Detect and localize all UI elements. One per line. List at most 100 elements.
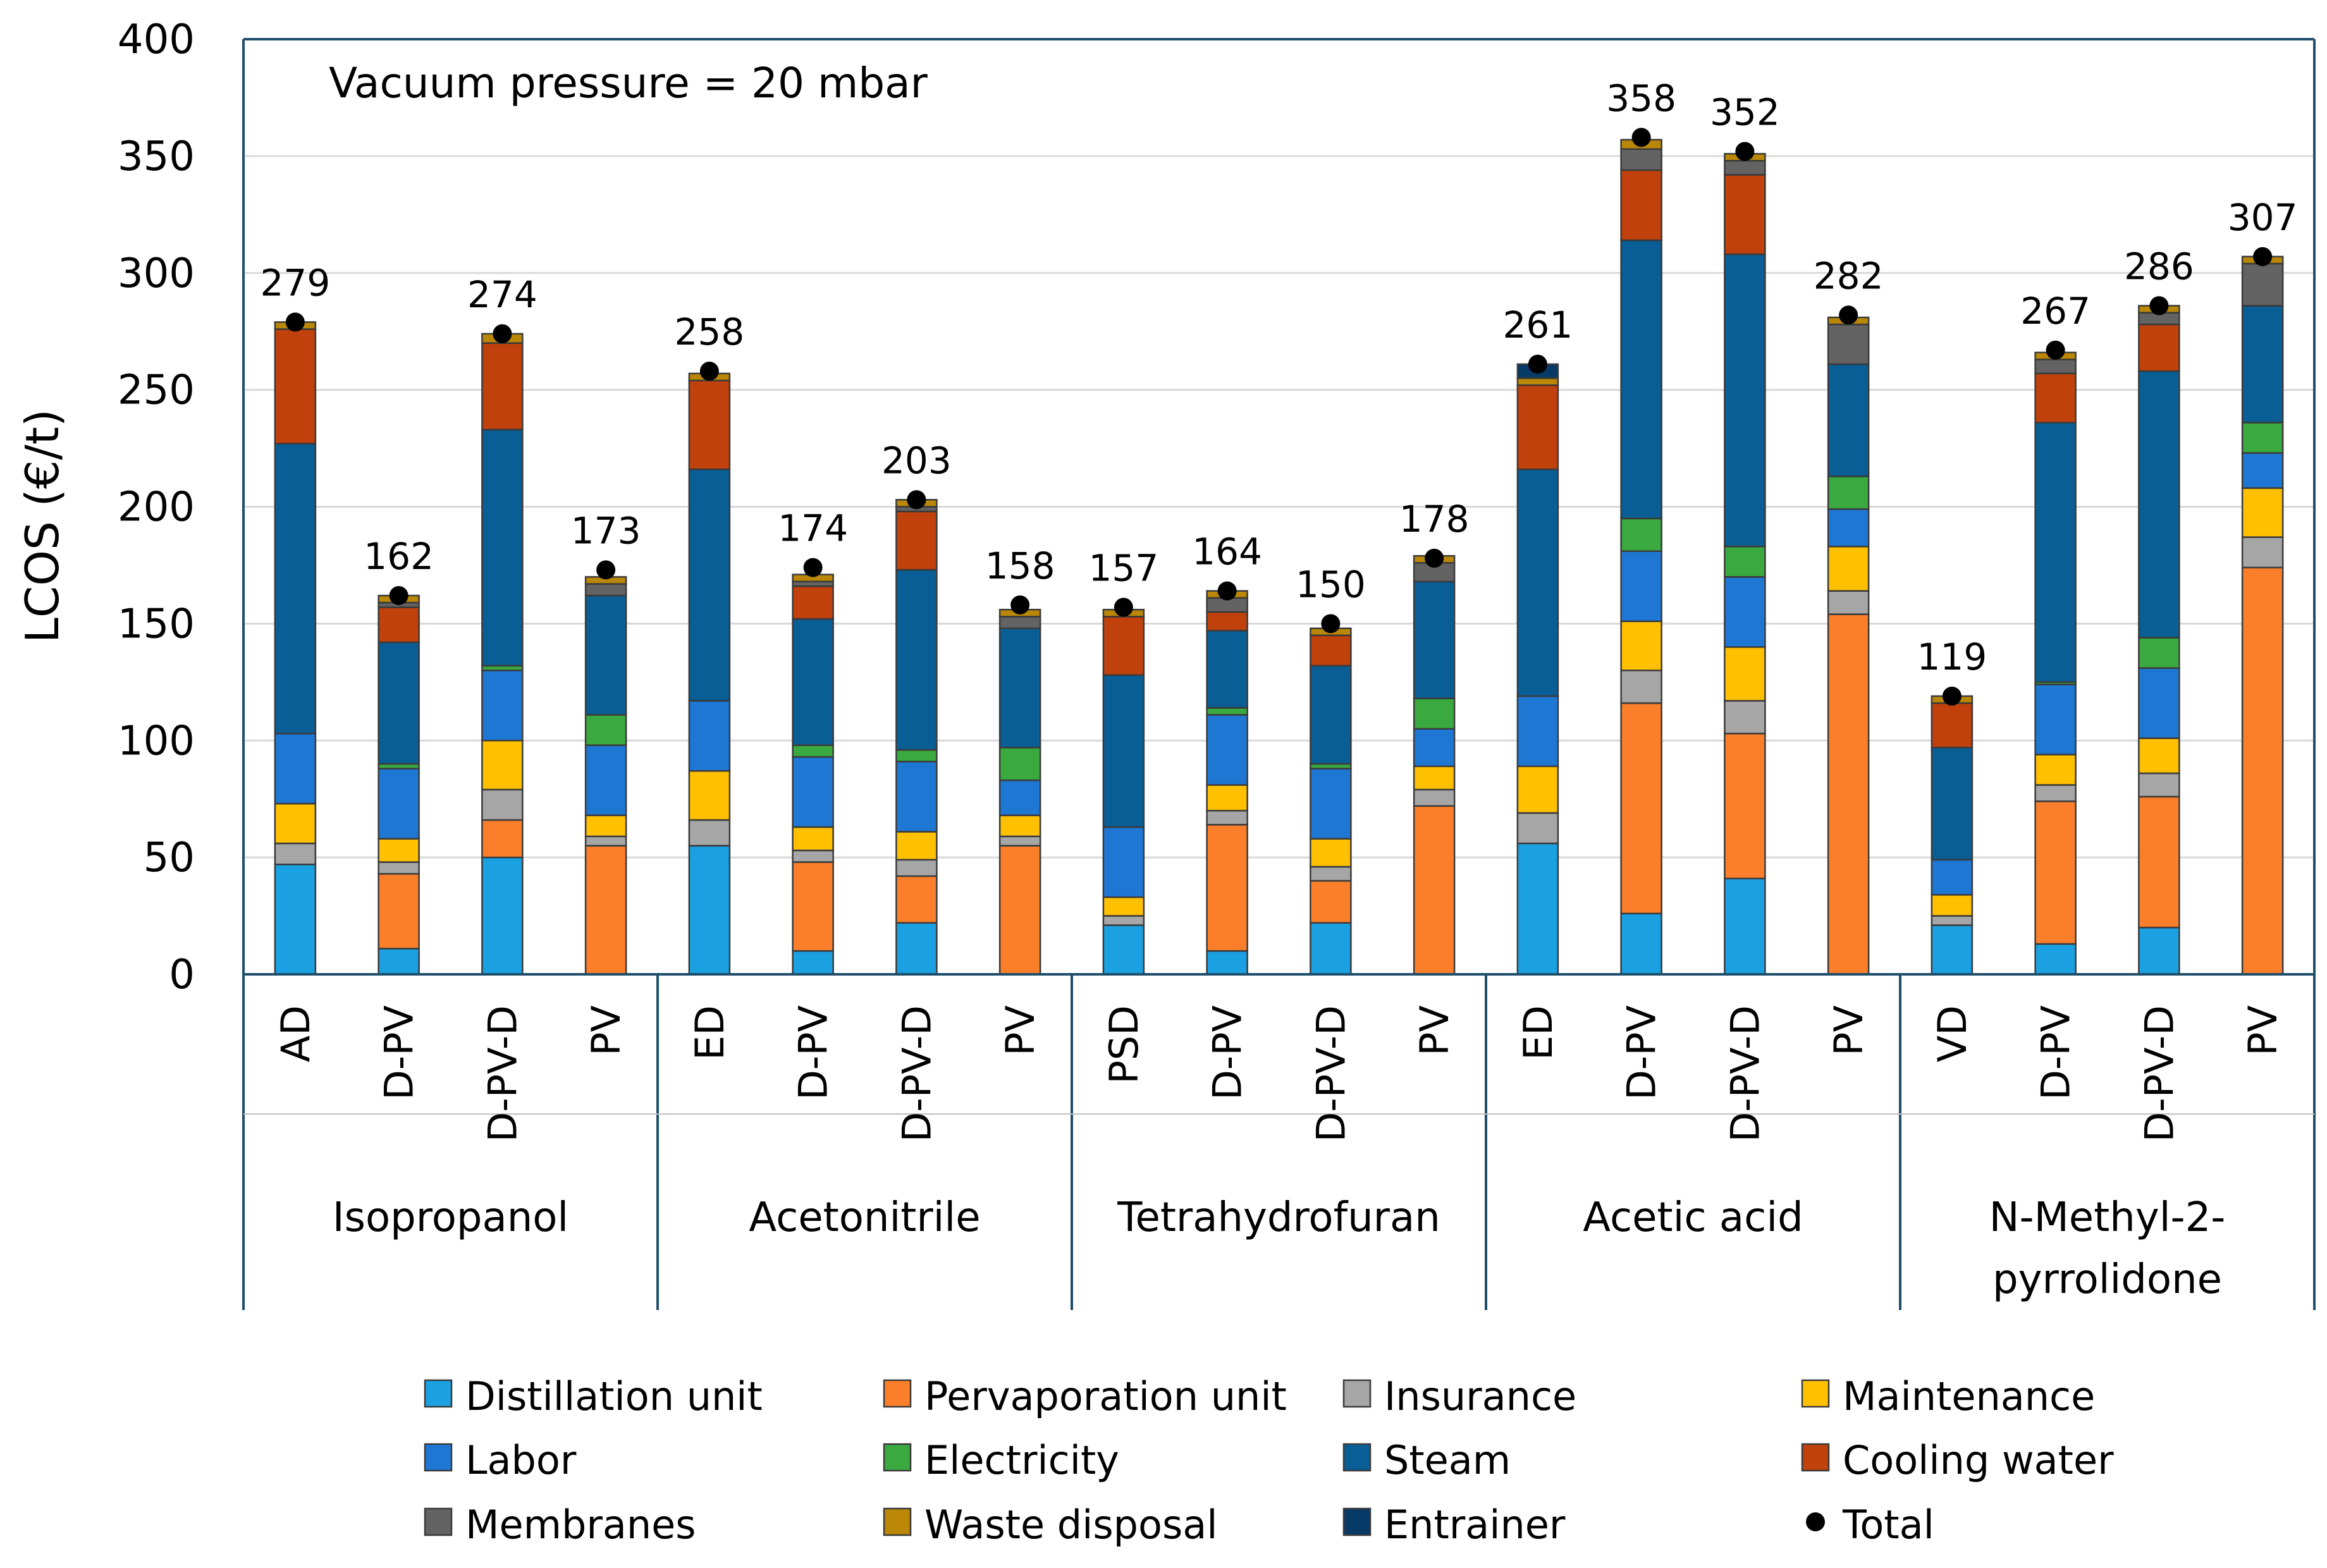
bar-segment-insurance bbox=[378, 861, 420, 875]
bar-segment-labor bbox=[1827, 508, 1870, 548]
total-marker bbox=[803, 558, 823, 577]
bar-segment-cooling-water bbox=[2138, 323, 2180, 372]
x-category-label: D-PV bbox=[1619, 1005, 1665, 1100]
bar-segment-labor bbox=[1206, 714, 1248, 786]
bar-segment-membranes bbox=[2034, 358, 2077, 374]
bar-segment-distillation-unit bbox=[792, 950, 834, 976]
bar-segment-maintenance bbox=[1102, 896, 1145, 917]
x-category-label: D-PV-D bbox=[893, 1005, 940, 1142]
bar-segment-steam bbox=[2034, 422, 2077, 683]
bar-segment-pervaporation-unit bbox=[998, 845, 1041, 976]
total-data-label: 358 bbox=[1606, 77, 1676, 119]
bar-segment-labor bbox=[998, 779, 1041, 816]
group-label: Isopropanol bbox=[333, 1194, 568, 1241]
bar-segment-maintenance bbox=[2138, 737, 2180, 775]
bar-segment-steam bbox=[1310, 665, 1352, 765]
legend-label: Insurance bbox=[1384, 1373, 1576, 1419]
total-marker bbox=[596, 560, 616, 580]
total-marker bbox=[907, 490, 926, 510]
bar-segment-labor bbox=[1310, 768, 1352, 840]
total-data-label: 203 bbox=[881, 439, 952, 482]
bar-segment-labor bbox=[2138, 667, 2180, 739]
bar-segment-distillation-unit bbox=[688, 845, 731, 976]
bar-segment-labor bbox=[1516, 695, 1559, 768]
gridlines bbox=[243, 38, 2314, 859]
total-marker bbox=[493, 324, 512, 343]
bar-segment-electricity bbox=[1206, 707, 1248, 716]
total-data-label: 258 bbox=[675, 310, 745, 353]
bar-segment-distillation-unit bbox=[1310, 922, 1352, 976]
bar-segment-pervaporation-unit bbox=[378, 873, 420, 950]
bar-segment-labor bbox=[688, 700, 731, 772]
bar-segment-insurance bbox=[1413, 788, 1456, 807]
group-label: Acetonitrile bbox=[749, 1194, 980, 1241]
bar-segment-insurance bbox=[895, 859, 938, 877]
total-marker bbox=[285, 312, 305, 332]
legend-swatch bbox=[424, 1507, 453, 1536]
bar-segment-insurance bbox=[481, 788, 524, 821]
total-marker bbox=[1735, 142, 1755, 161]
bar-segment-cooling-water bbox=[1724, 174, 1766, 255]
bar-segment-steam bbox=[998, 627, 1041, 749]
legend-swatch bbox=[1801, 1379, 1830, 1408]
legend-label: Membranes bbox=[465, 1502, 696, 1548]
bar-segment-waste-disposal bbox=[1516, 377, 1559, 386]
bar-segment-pervaporation-unit bbox=[1413, 805, 1456, 976]
total-data-label: 352 bbox=[1710, 90, 1780, 133]
bar-segment-pervaporation-unit bbox=[2034, 800, 2077, 945]
bar-segment-pervaporation-unit bbox=[1620, 702, 1662, 915]
x-category-label: D-PV-D bbox=[1308, 1005, 1354, 1142]
bar-segment-steam bbox=[1724, 253, 1766, 548]
y-tick-label: 250 bbox=[118, 367, 195, 414]
bar-segment-pervaporation-unit bbox=[481, 819, 524, 859]
y-tick-label: 350 bbox=[118, 133, 195, 180]
total-data-label: 274 bbox=[467, 273, 537, 316]
bar-segment-insurance bbox=[998, 835, 1041, 847]
bar-segment-maintenance bbox=[1413, 765, 1456, 791]
bar-segment-labor bbox=[1620, 550, 1662, 622]
total-data-label: 158 bbox=[985, 544, 1055, 587]
total-marker bbox=[1942, 686, 1962, 706]
bar-segment-membranes bbox=[1724, 160, 1766, 176]
y-tick-label: 400 bbox=[118, 16, 195, 63]
bar-segment-cooling-water bbox=[1206, 611, 1248, 632]
bar-segment-maintenance bbox=[792, 826, 834, 852]
bar-segment-steam bbox=[688, 469, 731, 702]
bar-segment-insurance bbox=[688, 819, 731, 847]
total-data-label: 164 bbox=[1192, 530, 1262, 573]
total-data-label: 178 bbox=[1399, 498, 1470, 541]
total-data-label: 119 bbox=[1917, 635, 1987, 678]
bar-segment-steam bbox=[1620, 239, 1662, 520]
bar-segment-labor bbox=[2034, 683, 2077, 756]
bar-segment-distillation-unit bbox=[895, 922, 938, 976]
bar-segment-insurance bbox=[274, 842, 317, 866]
total-marker bbox=[1528, 354, 1547, 374]
legend-label: Waste disposal bbox=[924, 1502, 1218, 1548]
bar-segment-cooling-water bbox=[274, 328, 317, 444]
x-category-label: PV bbox=[2240, 1005, 2286, 1056]
legend-label: Pervaporation unit bbox=[924, 1373, 1287, 1419]
bar-segment-cooling-water bbox=[688, 379, 731, 470]
bar-segment-steam bbox=[584, 594, 627, 716]
bar-segment-labor bbox=[792, 756, 834, 828]
bar-segment-cooling-water bbox=[895, 510, 938, 571]
legend-swatch bbox=[883, 1379, 912, 1408]
group-label: N-Methyl-2- bbox=[1989, 1194, 2226, 1241]
bar-segment-cooling-water bbox=[2034, 372, 2077, 424]
bar-segment-insurance bbox=[1620, 670, 1662, 704]
x-category-label: PV bbox=[997, 1005, 1043, 1056]
y-tick-label: 200 bbox=[118, 484, 195, 531]
total-data-label: 174 bbox=[778, 507, 848, 550]
bar-segment-cooling-water bbox=[792, 585, 834, 620]
bar-segment-membranes bbox=[1827, 323, 1870, 365]
total-data-label: 150 bbox=[1296, 563, 1366, 606]
bar-segment-insurance bbox=[1724, 700, 1766, 735]
total-data-label: 157 bbox=[1089, 546, 1159, 589]
bar-segment-maintenance bbox=[584, 814, 627, 838]
bar-segment-insurance bbox=[2138, 772, 2180, 798]
total-data-label: 282 bbox=[1814, 254, 1884, 297]
bar-segment-membranes bbox=[998, 616, 1041, 630]
bar-segment-steam bbox=[274, 443, 317, 735]
bar-segment-membranes bbox=[1620, 148, 1662, 171]
bar-segment-maintenance bbox=[1516, 765, 1559, 814]
